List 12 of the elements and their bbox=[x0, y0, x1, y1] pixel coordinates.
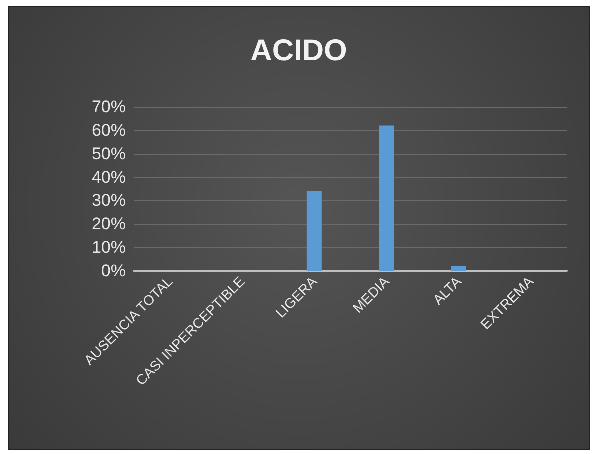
y-tick-label: 20% bbox=[92, 214, 126, 234]
y-tick-label: 10% bbox=[92, 238, 126, 258]
y-tick-label: 30% bbox=[92, 191, 126, 210]
chart-title: ACIDO bbox=[250, 34, 348, 68]
bar bbox=[306, 191, 322, 271]
y-tick-label: 70% bbox=[92, 98, 126, 116]
y-tick-label: 60% bbox=[92, 120, 126, 140]
y-tick-label: 50% bbox=[92, 144, 126, 164]
bar bbox=[379, 126, 394, 271]
bar bbox=[451, 266, 466, 271]
y-tick-label: 0% bbox=[101, 262, 126, 280]
y-tick-label: 40% bbox=[92, 168, 126, 187]
